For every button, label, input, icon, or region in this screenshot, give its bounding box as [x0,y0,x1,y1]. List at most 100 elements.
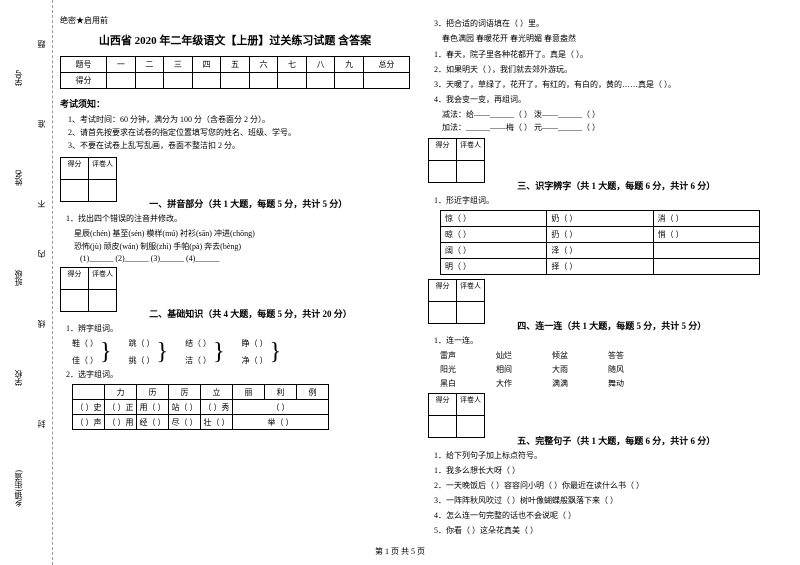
exam-title: 山西省 2020 年二年级语文【上册】过关练习试题 含答案 [60,32,410,48]
char-option: 洁（ ） [185,355,211,366]
table-cell: 悄（ ） [653,226,759,242]
score-cell [61,290,89,312]
table-cell: 惊（ ） [441,210,547,226]
score-cell [221,73,250,89]
brace-icon: } [213,343,225,362]
section-title: 四、连一连（共 1 大题，每题 5 分，共计 5 分） [517,319,706,332]
section-3-header: 得分评卷人 三、识字辨字（共 1 大题，每题 6 分，共计 6 分） [428,134,778,191]
table-cell: （ ）用 [105,415,137,430]
word: 舞动 [608,378,624,389]
score-header: 七 [278,57,307,73]
score-row-label: 得分 [61,73,107,89]
word: 满满 [552,378,568,389]
table-cell: 泽（ ） [547,242,653,258]
table-cell: 消（ ） [653,210,759,226]
table-cell: 用（ ） [137,400,169,415]
table-cell: （ ）秀 [201,400,233,415]
question-stem: 1．连一连。 [434,335,778,347]
score-header: 五 [221,57,250,73]
word: 黑白 [440,378,456,389]
score-cell [457,416,485,438]
grader-label: 评卷人 [89,268,117,290]
score-cell [249,73,278,89]
question-line: 1．春天，院子里各种花都开了。真是（ ）。 [434,49,778,61]
score-cell [107,73,136,89]
question-line: 加法：______——梅（ ） 元——______（ ） [442,122,778,135]
question-line: 减法：给——______（ ） 泼——______（ ） [442,109,778,122]
score-cell [457,161,485,183]
word: 随风 [608,364,624,375]
brace-group: 鞋（ ）佳（ ）} 跳（ ）挑（ ）} 结（ ）洁（ ）} 睁（ ）净（ ）} [72,338,410,366]
table-cell: （ ）声 [73,415,105,430]
question-line: 4．怎么连一句完整的话也不会说呢（ ） [434,510,778,522]
question-line: 3．一阵阵秋风吹过（ ）树叶像蝴蝶般飘落下来（ ） [434,495,778,507]
word: 雷声 [440,350,456,361]
question-stem: 1．辨字组词。 [66,323,410,335]
answer-blanks: (1)______ (2)______ (3)______ (4)______ [80,254,410,263]
table-cell: 择（ ） [547,258,653,274]
score-header: 九 [335,57,364,73]
word-bank: 春色满园 春暖花开 春光明媚 春意盎然 [442,33,778,46]
score-label: 得分 [61,268,89,290]
score-label: 得分 [429,279,457,301]
score-table: 题号 一 二 三 四 五 六 七 八 九 总分 得分 [60,56,410,89]
score-cell [89,180,117,202]
table-header: 例 [297,385,329,400]
score-header: 六 [249,57,278,73]
score-cell [335,73,364,89]
pinyin-line: 星辰(chén) 基至(sén) 模样(mú) 衬衫(sān) 冲进(chōng… [74,228,410,241]
brace-icon: } [270,343,282,362]
question-line: 2．如果明天（ ），我们就去郊外游玩。 [434,64,778,76]
char-option: 净（ ） [242,355,268,366]
score-header: 二 [135,57,164,73]
table-cell: 站（ ） [169,400,201,415]
word: 大雨 [552,364,568,375]
connect-words: 雷声阳光黑白 灿烂相间大作 倾盆大雨满满 答答随风舞动 [440,350,778,389]
side-label-class: 班级 [13,270,24,286]
table-cell [653,258,759,274]
table-cell: 扔（ ） [547,226,653,242]
score-header: 总分 [363,57,409,73]
score-cell [457,301,485,323]
table-cell: 尽（ ） [169,415,201,430]
grader-label: 评卷人 [457,139,485,161]
question-line: 2．一天晚饭后（ ）容容问小明（ ）你最近在读什么书（ ） [434,480,778,492]
char-option: 跳（ ） [129,338,155,349]
table-header [73,385,105,400]
table-cell: 举（ ） [233,415,329,430]
question-stem: 2．选字组词。 [66,369,410,381]
table-cell: 阔（ ） [441,242,547,258]
char-option: 结（ ） [185,338,211,349]
grader-label: 评卷人 [89,158,117,180]
char-option: 挑（ ） [129,355,155,366]
score-label: 得分 [429,394,457,416]
side-mark: 题 [36,40,47,48]
word: 倾盆 [552,350,568,361]
score-label: 得分 [61,158,89,180]
score-cell [429,161,457,183]
table-cell: （ ）史 [73,400,105,415]
score-label: 得分 [429,139,457,161]
section-2-header: 得分评卷人 二、基础知识（共 4 大题，每题 5 分，共计 20 分） [60,263,410,320]
table-cell: （ ）正 [105,400,137,415]
side-mark: 不 [36,200,47,208]
notice-item: 3、不要在试卷上乱写乱画，卷面不整洁扣 2 分。 [68,140,410,151]
question-line: 5．你看（ ）这朵花真美（ ） [434,525,778,537]
score-cell [164,73,193,89]
section-title: 五、完整句子（共 1 大题，每题 6 分，共计 6 分） [517,434,715,447]
side-label-school: 学校 [13,370,24,386]
brace-icon: } [100,343,112,362]
char-option: 睁（ ） [242,338,268,349]
table-header: 历 [137,385,169,400]
question-stem: 1．形近字组词。 [434,195,778,207]
side-label-township: 乡镇(街道) [13,470,24,507]
score-cell [278,73,307,89]
word: 阳光 [440,364,456,375]
table-header: 立 [201,385,233,400]
score-cell [61,180,89,202]
page-footer: 第 1 页 共 5 页 [0,546,800,557]
pinyin-line: 恐怖(jù) 顽皮(wán) 制服(zhì) 手帕(pà) 奔去(bèng) [74,241,410,254]
section-title: 三、识字辨字（共 1 大题，每题 6 分，共计 6 分） [517,179,715,192]
right-column: 3．把合适的词语填在（ ）里。 春色满园 春暖花开 春光明媚 春意盎然 1．春天… [428,15,778,540]
word: 灿烂 [496,350,512,361]
